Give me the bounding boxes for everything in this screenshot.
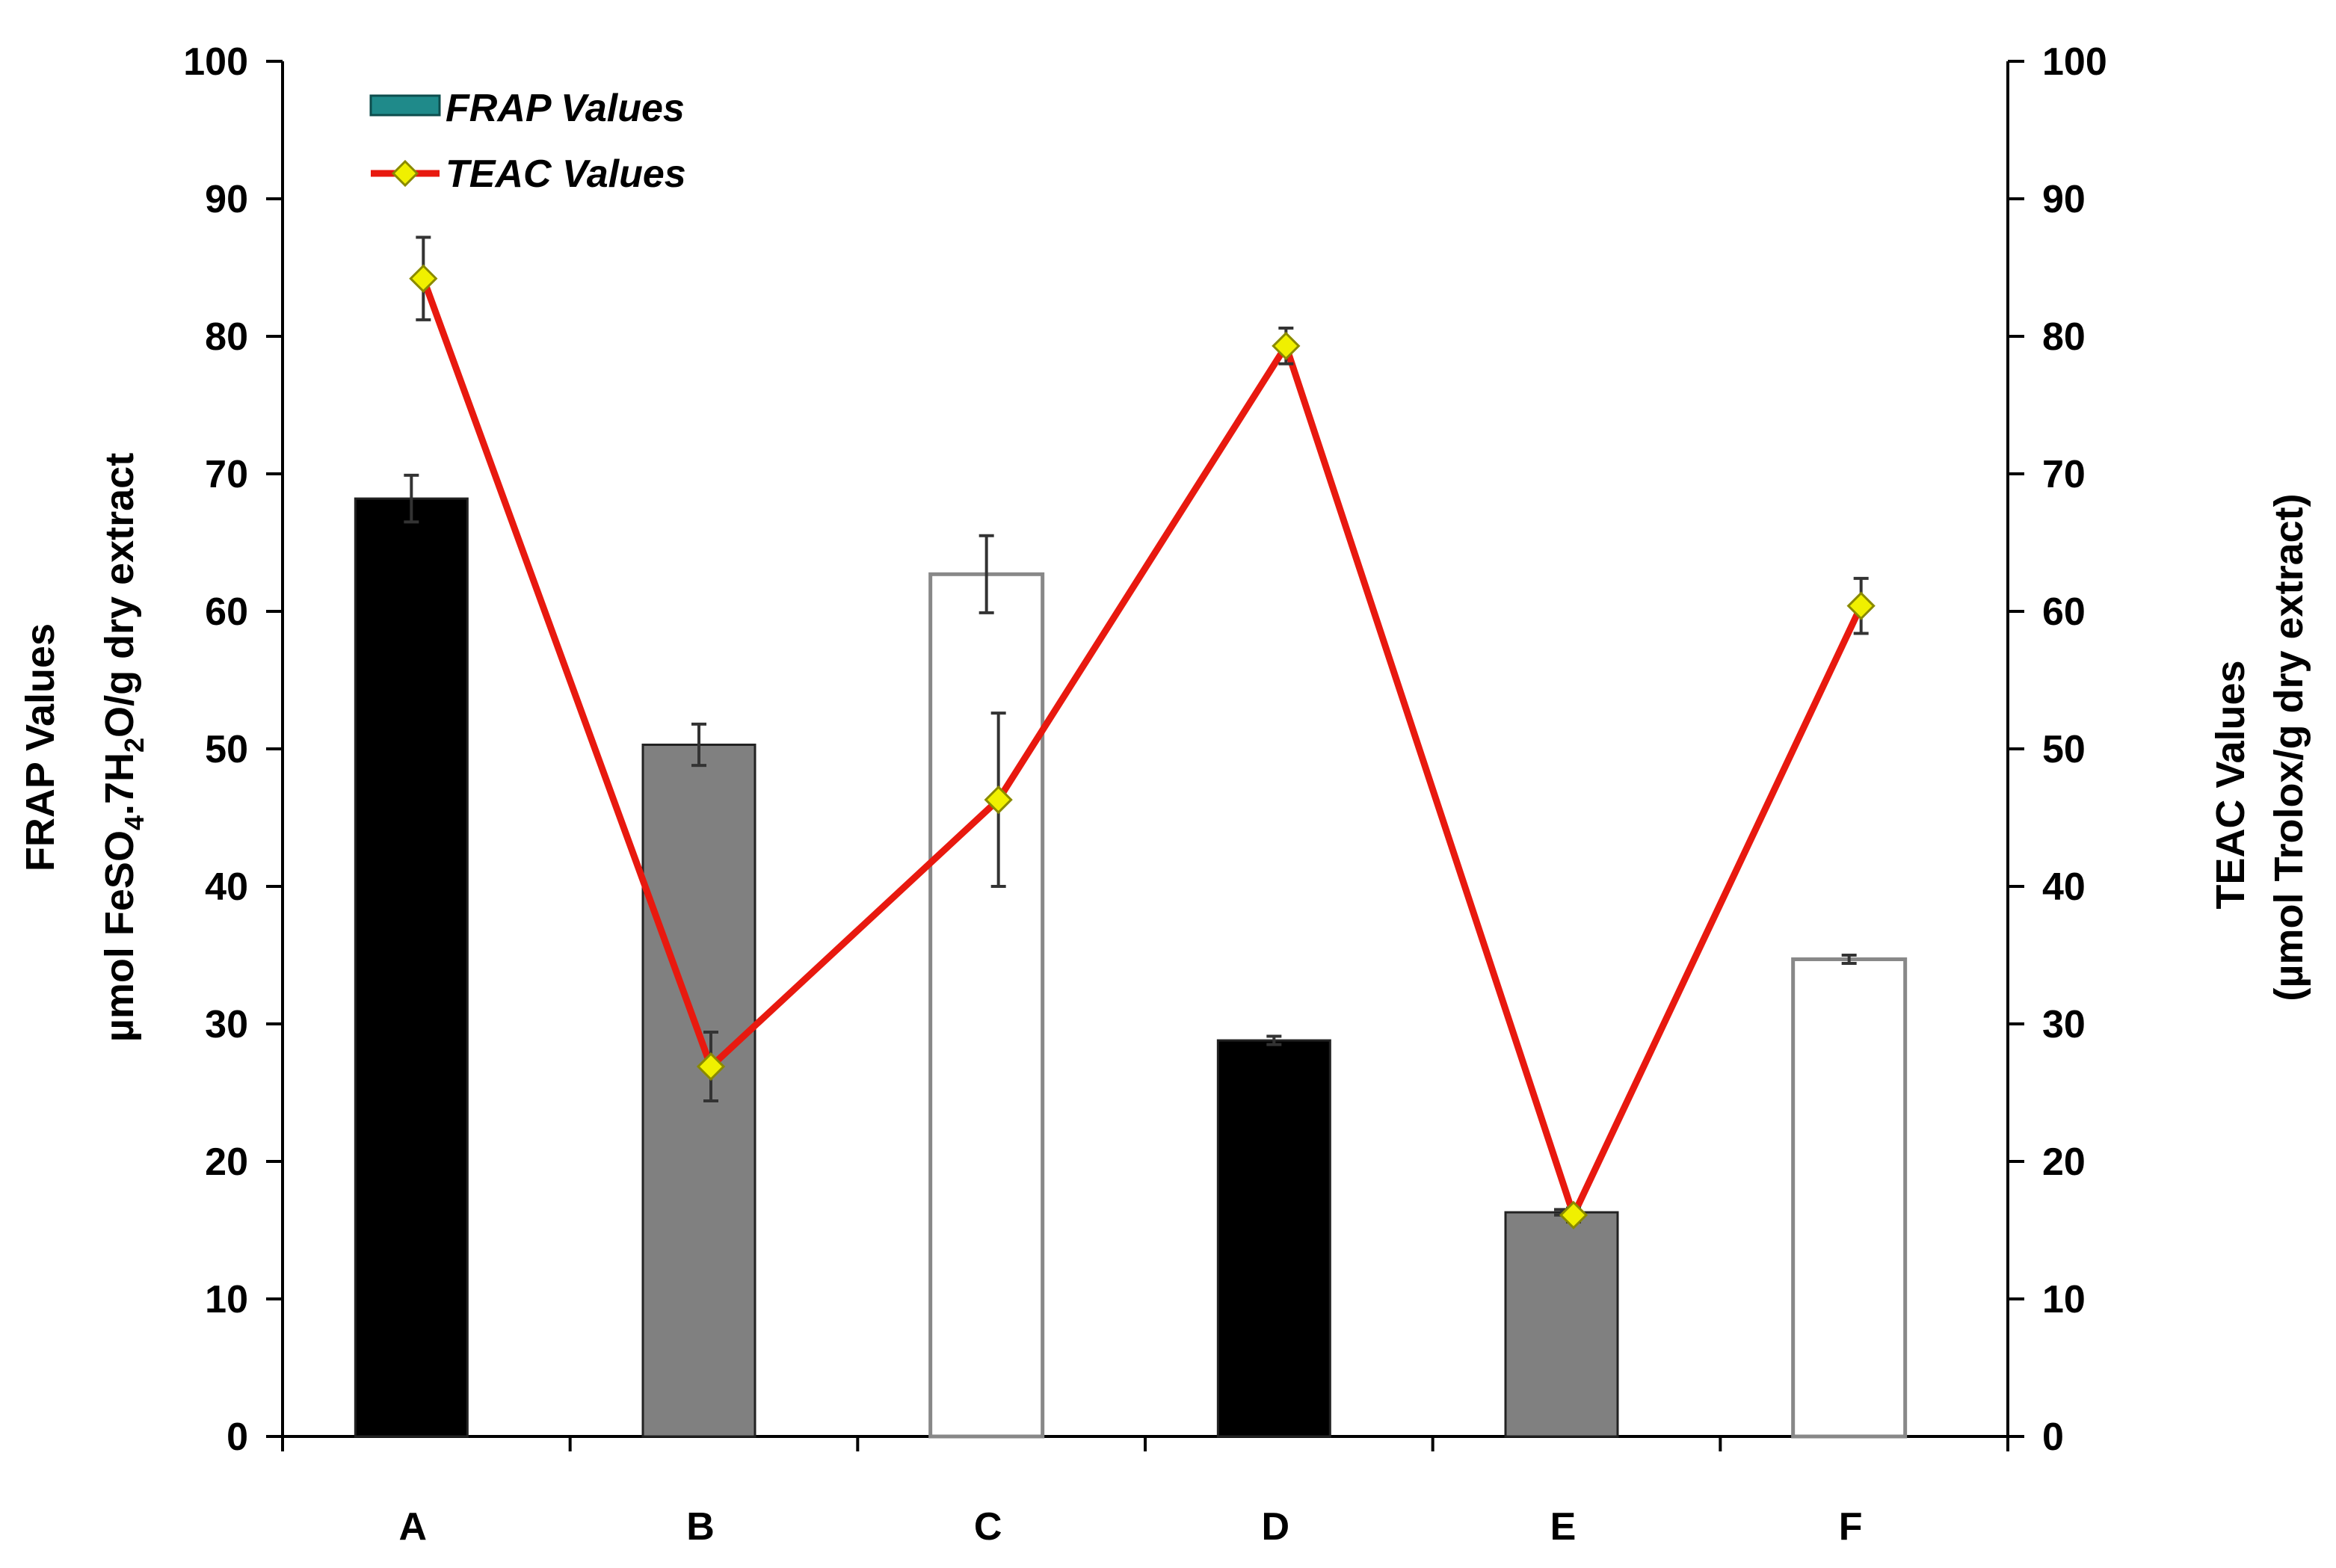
category-label: C — [974, 1505, 1002, 1549]
left-tick-label: 100 — [183, 40, 248, 84]
left-tick-label: 80 — [205, 315, 248, 359]
right-tick-label: 90 — [2042, 178, 2086, 221]
right-tick-label: 40 — [2042, 865, 2086, 909]
frap-bar — [928, 572, 1045, 1439]
teac-marker — [1846, 591, 1876, 620]
frap-bar — [354, 497, 469, 1438]
right-tick-label: 80 — [2042, 315, 2086, 359]
frap-error-bar — [691, 722, 706, 768]
category-label: D — [1262, 1505, 1290, 1549]
left-tick-label: 50 — [205, 728, 248, 771]
teac-marker — [1272, 331, 1301, 361]
teac-line — [420, 277, 1864, 1224]
category-label: E — [1550, 1505, 1577, 1549]
legend-entry-teac: TEAC Values — [371, 152, 686, 196]
right-tick-label: 20 — [2042, 1140, 2086, 1184]
frap-bar — [1504, 1211, 1619, 1438]
category-label: F — [1839, 1505, 1863, 1549]
teac-marker — [1559, 1200, 1588, 1229]
teac-marker — [696, 1052, 726, 1081]
category-label: B — [686, 1505, 715, 1549]
left-tick-label: 70 — [205, 453, 248, 496]
left-tick-label: 60 — [205, 590, 248, 634]
axes-group: 0 10 20 30 40 50 60 70 80 90 100 0 10 20 30 40 50 60 70 80 9… — [183, 40, 2107, 1549]
frap-error-bar — [979, 534, 994, 614]
legend-label-teac: TEAC Values — [446, 152, 686, 196]
right-tick-label: 100 — [2042, 40, 2107, 84]
left-tick-label: 10 — [205, 1278, 248, 1321]
bars-group — [354, 497, 1908, 1439]
right-tick-label: 10 — [2042, 1278, 2086, 1321]
left-tick-label: 30 — [205, 1003, 248, 1046]
bar-error-bars-group — [404, 473, 1857, 1217]
right-tick-label: 30 — [2042, 1003, 2086, 1046]
left-axis-subtitle: µmol FeSO4.7H2O/g dry extract — [97, 453, 150, 1042]
right-tick-label: 60 — [2042, 590, 2086, 634]
right-axis-subtitle: (µmol Trolox/g dry extract) — [2266, 493, 2311, 1001]
teac-line-group — [409, 235, 1876, 1229]
frap-bar — [1791, 957, 1908, 1439]
frap-bar — [1216, 1039, 1331, 1438]
legend-swatch-frap — [369, 94, 441, 117]
left-tick-label: 20 — [205, 1140, 248, 1184]
teac-marker — [984, 785, 1013, 815]
right-tick-label: 0 — [2042, 1416, 2064, 1459]
right-tick-label: 70 — [2042, 453, 2086, 496]
legend-swatch-teac-marker — [391, 159, 419, 188]
teac-marker — [409, 264, 438, 293]
legend-label-frap: FRAP Values — [446, 87, 685, 130]
frap-error-bar — [1841, 954, 1857, 966]
left-tick-label: 90 — [205, 178, 248, 221]
frap-bar — [641, 743, 756, 1438]
frap-error-bar — [404, 473, 419, 524]
legend-entry-frap: FRAP Values — [369, 87, 685, 130]
left-tick-label: 0 — [226, 1416, 248, 1459]
left-axis-title: FRAP Values — [18, 623, 63, 871]
right-tick-label: 50 — [2042, 728, 2086, 771]
axis-titles-group: FRAP Values µmol FeSO4.7H2O/g dry extract… — [18, 453, 2311, 1042]
category-label: A — [399, 1505, 428, 1549]
legend: FRAP Values TEAC Values — [369, 87, 686, 196]
frap-error-bar — [1266, 1034, 1282, 1046]
right-axis-title: TEAC Values — [2208, 660, 2253, 909]
left-tick-label: 40 — [205, 865, 248, 909]
